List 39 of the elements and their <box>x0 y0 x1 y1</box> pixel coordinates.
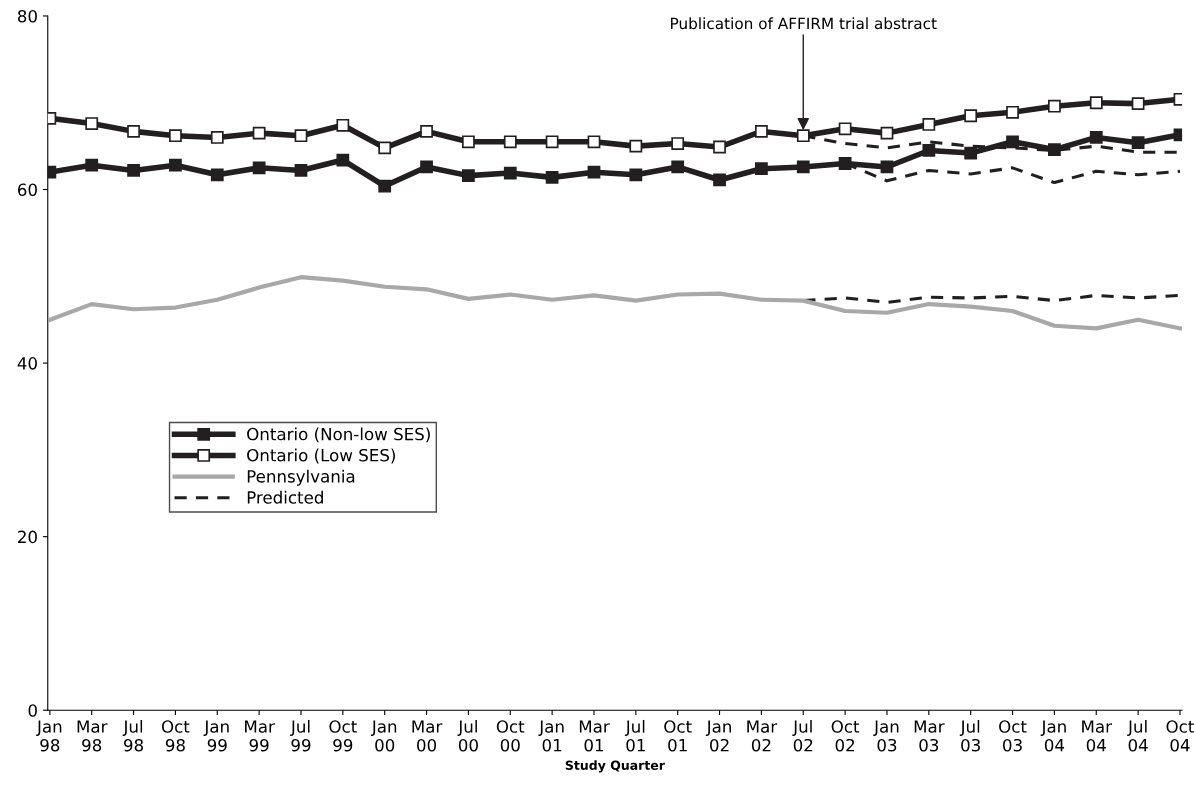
x-tick-label: Mar 98 <box>77 720 108 752</box>
legend-label: Ontario (Non-low SES) <box>247 427 430 443</box>
x-tick-label: Oct 03 <box>999 720 1027 752</box>
y-tick-label: 80 <box>17 9 37 23</box>
x-tick-label: Mar 01 <box>579 720 610 752</box>
y-tick-label: 20 <box>18 530 37 544</box>
x-tick-label: Jul 03 <box>959 719 980 752</box>
x-tick-label: Jan 04 <box>1040 720 1066 752</box>
x-tick-label: Oct 00 <box>496 720 525 752</box>
x-tick-label: Jan 99 <box>203 720 229 752</box>
x-tick-label: Jan 98 <box>36 720 62 752</box>
x-tick-label: Mar 03 <box>914 720 945 752</box>
legend-label: Predicted <box>247 490 323 504</box>
y-tick-label: 60 <box>17 183 37 197</box>
x-tick-label: Jan 00 <box>370 720 397 752</box>
annotation: Publication of AFFIRM trial abstract <box>671 17 937 30</box>
x-tick-label: Jan 02 <box>705 720 731 752</box>
x-tick-label: Mar 02 <box>747 720 778 752</box>
x-tick-label: Mar 00 <box>412 720 443 752</box>
x-tick-label: Jul 01 <box>624 719 645 752</box>
x-tick-label: Jan 01 <box>538 720 564 752</box>
x-tick-label: Jul 98 <box>122 719 144 752</box>
x-tick-label: Oct 98 <box>161 720 190 752</box>
x-tick-label: Mar 04 <box>1082 720 1112 752</box>
legend-label: Pennsylvania <box>247 469 355 486</box>
y-tick-label: 40 <box>17 357 37 370</box>
y-tick-label: 0 <box>28 704 37 717</box>
x-tick-label: Oct 01 <box>664 720 692 752</box>
x-tick-label: Jul 02 <box>792 719 813 752</box>
x-tick-label: Jan 03 <box>873 720 899 752</box>
x-tick-label: Jul 99 <box>290 719 311 752</box>
x-tick-label: Oct 02 <box>831 720 860 752</box>
x-tick-label: Mar 99 <box>245 720 275 752</box>
x-tick-label: Oct 99 <box>329 720 357 752</box>
legend-label: Ontario (Low SES) <box>247 448 395 464</box>
x-tick-label: Jul 00 <box>457 719 478 752</box>
x-tick-label: Jul 04 <box>1127 719 1148 752</box>
x-axis-title: Study Quarter <box>565 760 665 773</box>
x-tick-label: Oct 04 <box>1166 720 1194 752</box>
